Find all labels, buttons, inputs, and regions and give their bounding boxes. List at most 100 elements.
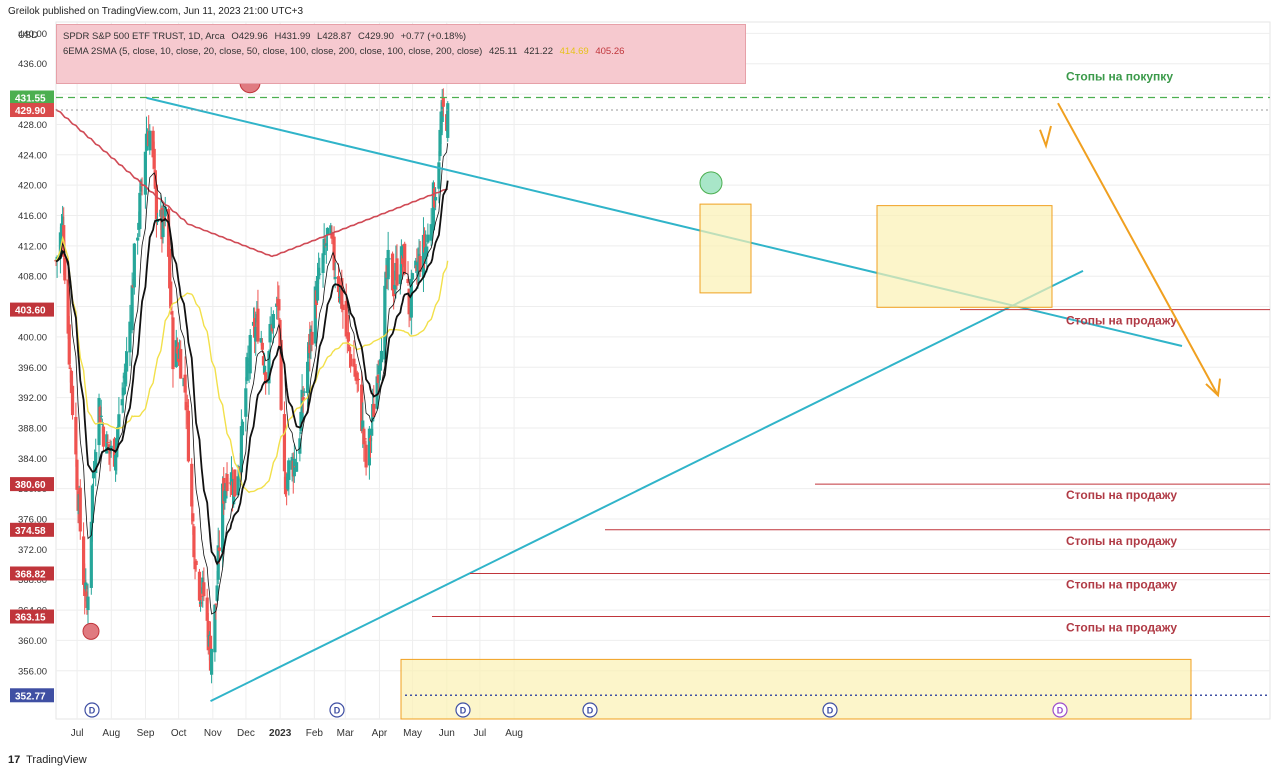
tradingview-logo-icon: 17 (8, 754, 21, 766)
candle-body (205, 597, 209, 621)
price-tag-label: 429.90 (15, 106, 46, 117)
legend-ma-value: 421.22 (523, 46, 553, 57)
candle-body (392, 285, 396, 297)
candle-body (106, 442, 110, 444)
candle-body (352, 358, 356, 367)
candle-body (318, 273, 322, 275)
sell-stop-label: Стопы на продажу (1066, 534, 1177, 548)
tradingview-footer: 17 TradingView (8, 754, 87, 766)
price-tag-label: 368.82 (15, 569, 46, 580)
y-tick-label: 392.00 (18, 393, 47, 404)
y-tick-label: 384.00 (18, 454, 47, 465)
candle-body (136, 237, 140, 241)
candle-body (171, 317, 175, 370)
candle-body (434, 197, 438, 201)
candle-body (383, 285, 387, 360)
candle-body (379, 350, 384, 363)
candle-body (191, 513, 195, 522)
y-tick-label: 396.00 (18, 363, 47, 374)
candle-body (426, 234, 430, 243)
candle-body (68, 367, 72, 369)
consolidation-zone (876, 205, 1053, 308)
candle-body (407, 288, 411, 315)
y-tick-label: 416.00 (18, 211, 47, 222)
candle-body (437, 162, 441, 189)
sell-stop-label: Стопы на продажу (1066, 488, 1177, 502)
candle-body (271, 314, 275, 329)
candle-body (317, 267, 321, 276)
ema-50-line (55, 235, 449, 494)
candle-body (163, 206, 167, 217)
price-tag-label: 403.60 (15, 306, 46, 317)
candle-body (78, 487, 82, 532)
candle-body (268, 323, 272, 343)
marker-circle (455, 702, 471, 718)
candle-body (69, 370, 74, 394)
candle-body (86, 596, 90, 611)
candle-body (185, 405, 189, 408)
candle-body (310, 331, 314, 345)
candle-body (59, 223, 64, 241)
candle-body (213, 604, 217, 653)
price-tag-label: 363.15 (15, 613, 46, 624)
y-tick-label: 436.00 (18, 59, 47, 70)
candle-body (63, 257, 67, 281)
legend-ma-value: 425.11 (488, 46, 518, 57)
candle-body (367, 428, 371, 466)
candle-body (239, 426, 243, 473)
x-tick-label: Apr (372, 728, 388, 739)
y-tick-label: 356.00 (18, 666, 47, 677)
candle-body (152, 148, 156, 169)
legend-low: L428.87 (317, 31, 352, 42)
legend-change: +0.77 (+0.18%) (400, 31, 467, 42)
candle-body (387, 258, 391, 260)
candle-body (197, 571, 202, 601)
x-tick-label: Jun (439, 728, 455, 739)
y-tick-label: 412.00 (18, 241, 47, 252)
candle-body (194, 560, 198, 565)
x-tick-label: Feb (306, 728, 324, 739)
marker-circle (329, 702, 345, 718)
buy-stop-label: Стопы на покупку (1066, 70, 1173, 84)
candle-body (75, 459, 79, 490)
candle-body (125, 351, 129, 372)
candle-body (101, 426, 106, 447)
candle-body (409, 278, 413, 318)
candle-body (332, 236, 336, 271)
y-tick-label: 428.00 (18, 120, 47, 131)
marker-circle (822, 702, 838, 718)
candle-body (340, 278, 344, 309)
candle-body (121, 387, 125, 396)
candle-body (406, 278, 410, 284)
dividend-icon: D (582, 702, 598, 718)
candle-body (115, 437, 119, 458)
y-tick-label: 400.00 (18, 332, 47, 343)
dividend-icon: D (1052, 702, 1068, 718)
candle-body (439, 118, 443, 136)
tradingview-brand: TradingView (26, 754, 87, 766)
high-marker (699, 171, 723, 195)
legend-ma-label: 6EMA 2SMA (5, close, 10, close, 20, clos… (63, 46, 483, 57)
candle-body (384, 271, 388, 289)
ema-10-line (55, 143, 449, 615)
price-tag (10, 688, 54, 703)
candle-body (70, 385, 75, 416)
candle-body (236, 476, 240, 496)
candle-body (421, 234, 426, 278)
candle-body (376, 374, 380, 383)
candle-body (174, 340, 178, 367)
x-tick-label: Nov (204, 728, 222, 739)
candle-body (344, 300, 348, 337)
x-tick-label: Sep (137, 728, 155, 739)
candle-body (81, 536, 86, 585)
price-tag (10, 90, 54, 105)
marker-letter: D (460, 706, 467, 716)
candle-body (123, 369, 128, 384)
candle-body (264, 372, 268, 384)
candle-body (346, 332, 351, 342)
candle-body (166, 209, 171, 257)
candle-body (370, 428, 374, 436)
candle-body (67, 324, 71, 365)
candle-body (260, 342, 264, 350)
